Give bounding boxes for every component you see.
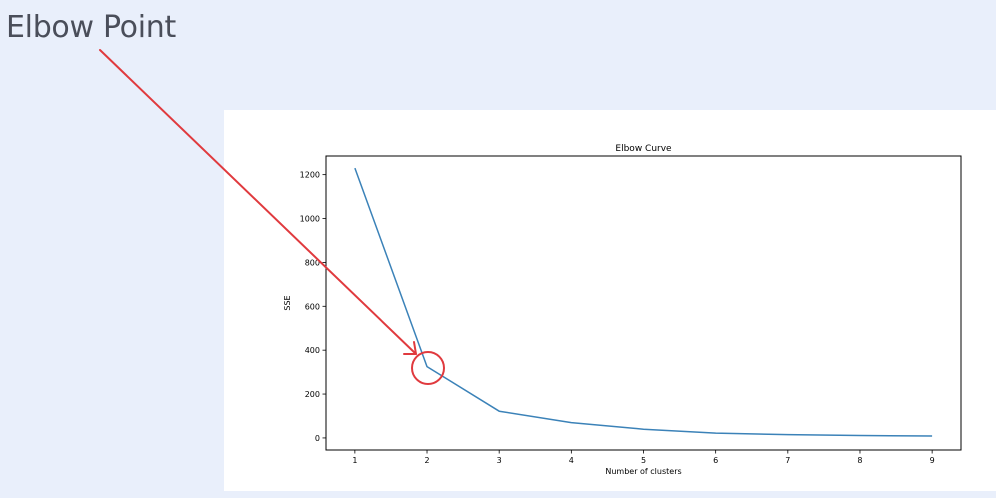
y-axis-label: SSE	[283, 295, 292, 310]
axis-ticks: 1 2 3 4 5 6 7 8 9 0 200 400 600 800 1000 1200	[300, 171, 935, 465]
plot-axes-frame	[325, 155, 962, 451]
y-tick-label: 200	[305, 390, 320, 399]
x-tick-label: 5	[641, 456, 646, 465]
y-tick-label: 1200	[300, 171, 320, 180]
y-tick-label: 800	[305, 258, 320, 267]
x-tick-label: 1	[352, 456, 357, 465]
y-tick-label: 600	[305, 302, 320, 311]
y-tick-label: 400	[305, 346, 320, 355]
x-tick-label: 7	[785, 456, 790, 465]
x-tick-label: 3	[497, 456, 502, 465]
y-tick-label: 1000	[300, 215, 320, 224]
x-axis-label: Number of clusters	[605, 467, 681, 476]
x-tick-label: 9	[930, 456, 935, 465]
x-tick-label: 2	[424, 456, 429, 465]
plot-panel: 1 2 3 4 5 6 7 8 9 0 200 400 600 800 1000 1200 Elbow Cur…	[224, 110, 996, 491]
slide-title: Elbow Point	[6, 10, 176, 45]
x-tick-label: 4	[569, 456, 574, 465]
x-tick-label: 8	[857, 456, 862, 465]
chart-title: Elbow Curve	[615, 144, 672, 154]
y-tick-label: 0	[315, 434, 320, 443]
sse-series-line	[354, 167, 933, 437]
x-tick-label: 6	[713, 456, 718, 465]
series-group	[354, 167, 933, 437]
elbow-curve-chart: 1 2 3 4 5 6 7 8 9 0 200 400 600 800 1000 1200 Elbow Cur…	[283, 144, 962, 476]
